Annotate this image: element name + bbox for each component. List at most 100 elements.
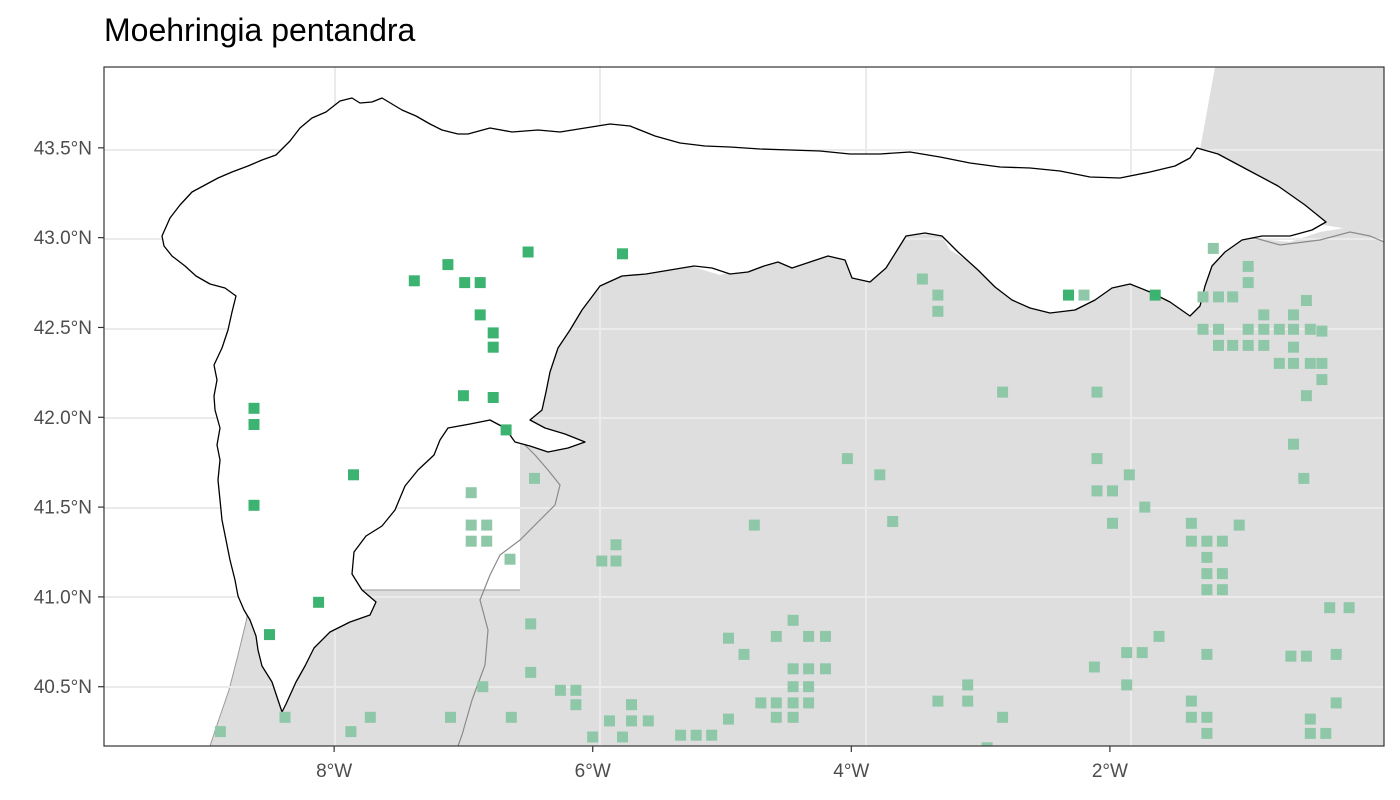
occurrence-point-outside (1273, 357, 1285, 369)
occurrence-point-outside (1300, 390, 1312, 402)
occurrence-point-outside (1288, 323, 1299, 335)
occurrence-point-outside (1197, 323, 1209, 335)
occurrence-point-inside (522, 246, 534, 258)
y-tick-label: 41.0°N (34, 587, 92, 608)
occurrence-point-outside (1300, 295, 1312, 306)
occurrence-point-outside (1273, 323, 1285, 335)
occurrence-point-inside (487, 392, 499, 403)
x-tick-label: 6°W (575, 761, 611, 782)
x-axis: 8°W 6°W 4°W 2°W (316, 746, 1128, 782)
occurrence-point-outside (1242, 339, 1254, 351)
occurrence-point-outside (1343, 602, 1355, 614)
occurrence-point-outside (1185, 711, 1197, 723)
occurrence-point-outside (1242, 260, 1254, 272)
occurrence-point-outside (1088, 661, 1100, 673)
occurrence-point-outside (345, 726, 357, 738)
occurrence-point-outside (610, 555, 622, 567)
occurrence-point-outside (1316, 325, 1328, 337)
occurrence-point-outside (1091, 485, 1103, 497)
occurrence-point-outside (1320, 727, 1332, 739)
occurrence-point-outside (626, 715, 637, 727)
occurrence-point-inside (313, 596, 325, 608)
occurrence-point-outside (626, 699, 637, 711)
y-axis: 43.5°N 43.0°N 42.5°N 42.0°N 41.5°N 41.0°N 40.5… (34, 138, 104, 698)
occurrence-point-outside (738, 648, 750, 660)
x-tick-label: 4°W (833, 761, 869, 782)
occurrence-point-outside (706, 729, 718, 741)
occurrence-point-outside (997, 711, 1009, 723)
occurrence-point-outside (981, 742, 993, 746)
occurrence-point-inside (457, 390, 469, 402)
occurrence-point-outside (1201, 568, 1213, 580)
occurrence-point-inside (1063, 289, 1074, 301)
x-tick-label: 2°W (1092, 761, 1128, 782)
occurrence-point-outside (1285, 650, 1297, 662)
occurrence-point-outside (1227, 339, 1239, 351)
occurrence-point-outside (1213, 339, 1224, 351)
occurrence-point-inside (264, 629, 275, 641)
occurrence-point-outside (1304, 357, 1316, 369)
occurrence-point-outside (1216, 568, 1228, 580)
occurrence-point-outside (916, 273, 928, 285)
occurrence-point-outside (1185, 517, 1197, 529)
occurrence-point-outside (465, 487, 477, 499)
occurrence-point-outside (787, 663, 799, 675)
occurrence-point-outside (1201, 711, 1213, 723)
occurrence-point-outside (1316, 357, 1328, 369)
occurrence-point-outside (1216, 584, 1228, 596)
occurrence-point-outside (787, 681, 799, 693)
occurrence-point-outside (1288, 438, 1299, 450)
occurrence-point-inside (459, 277, 471, 289)
land-shade-east (520, 222, 1384, 746)
occurrence-point-inside (248, 499, 260, 511)
occurrence-point-outside (803, 681, 815, 693)
occurrence-point-outside (1288, 357, 1299, 369)
occurrence-point-outside (1136, 647, 1148, 659)
occurrence-point-inside (500, 424, 512, 436)
occurrence-point-outside (1227, 291, 1239, 303)
occurrence-point-outside (1121, 647, 1133, 659)
y-tick-label: 41.5°N (34, 498, 92, 519)
occurrence-points-inside (248, 246, 1161, 641)
panel-border (103, 66, 1385, 747)
occurrence-point-outside (755, 697, 767, 709)
occurrence-point-outside (505, 711, 517, 723)
occurrence-point-outside (570, 684, 582, 696)
occurrence-point-outside (364, 711, 376, 723)
occurrence-point-outside (477, 681, 489, 693)
occurrence-point-outside (596, 555, 608, 567)
occurrence-points-outside (214, 242, 1355, 746)
occurrence-point-outside (1304, 713, 1316, 725)
occurrence-point-inside (408, 275, 420, 287)
occurrence-point-outside (887, 516, 899, 527)
occurrence-point-inside (487, 341, 499, 353)
occurrence-point-outside (554, 684, 566, 696)
occurrence-point-outside (1213, 291, 1224, 303)
occurrence-point-outside (1107, 485, 1118, 497)
occurrence-point-outside (932, 305, 944, 317)
occurrence-point-outside (962, 695, 974, 707)
occurrence-point-inside (442, 259, 454, 271)
occurrence-point-outside (820, 663, 831, 675)
occurrence-point-outside (1298, 472, 1310, 484)
occurrence-point-outside (642, 715, 654, 727)
occurrence-point-outside (723, 632, 734, 644)
occurrence-point-outside (1242, 277, 1254, 289)
y-tick-label: 42.5°N (34, 318, 92, 339)
occurrence-point-outside (465, 519, 477, 531)
occurrence-point-outside (690, 729, 702, 741)
occurrence-point-outside (1139, 501, 1151, 513)
occurrence-point-inside (487, 327, 499, 339)
occurrence-point-outside (723, 713, 734, 725)
occurrence-point-outside (481, 535, 493, 547)
occurrence-point-outside (587, 731, 599, 743)
y-tick-label: 43.0°N (34, 228, 92, 249)
occurrence-point-outside (1107, 517, 1118, 529)
occurrence-point-outside (675, 729, 687, 741)
occurrence-point-outside (1300, 650, 1312, 662)
occurrence-point-outside (997, 386, 1009, 398)
occurrence-point-outside (1201, 648, 1213, 660)
occurrence-point-inside (348, 469, 359, 481)
occurrence-point-inside (248, 419, 260, 430)
occurrence-point-outside (1078, 289, 1090, 301)
